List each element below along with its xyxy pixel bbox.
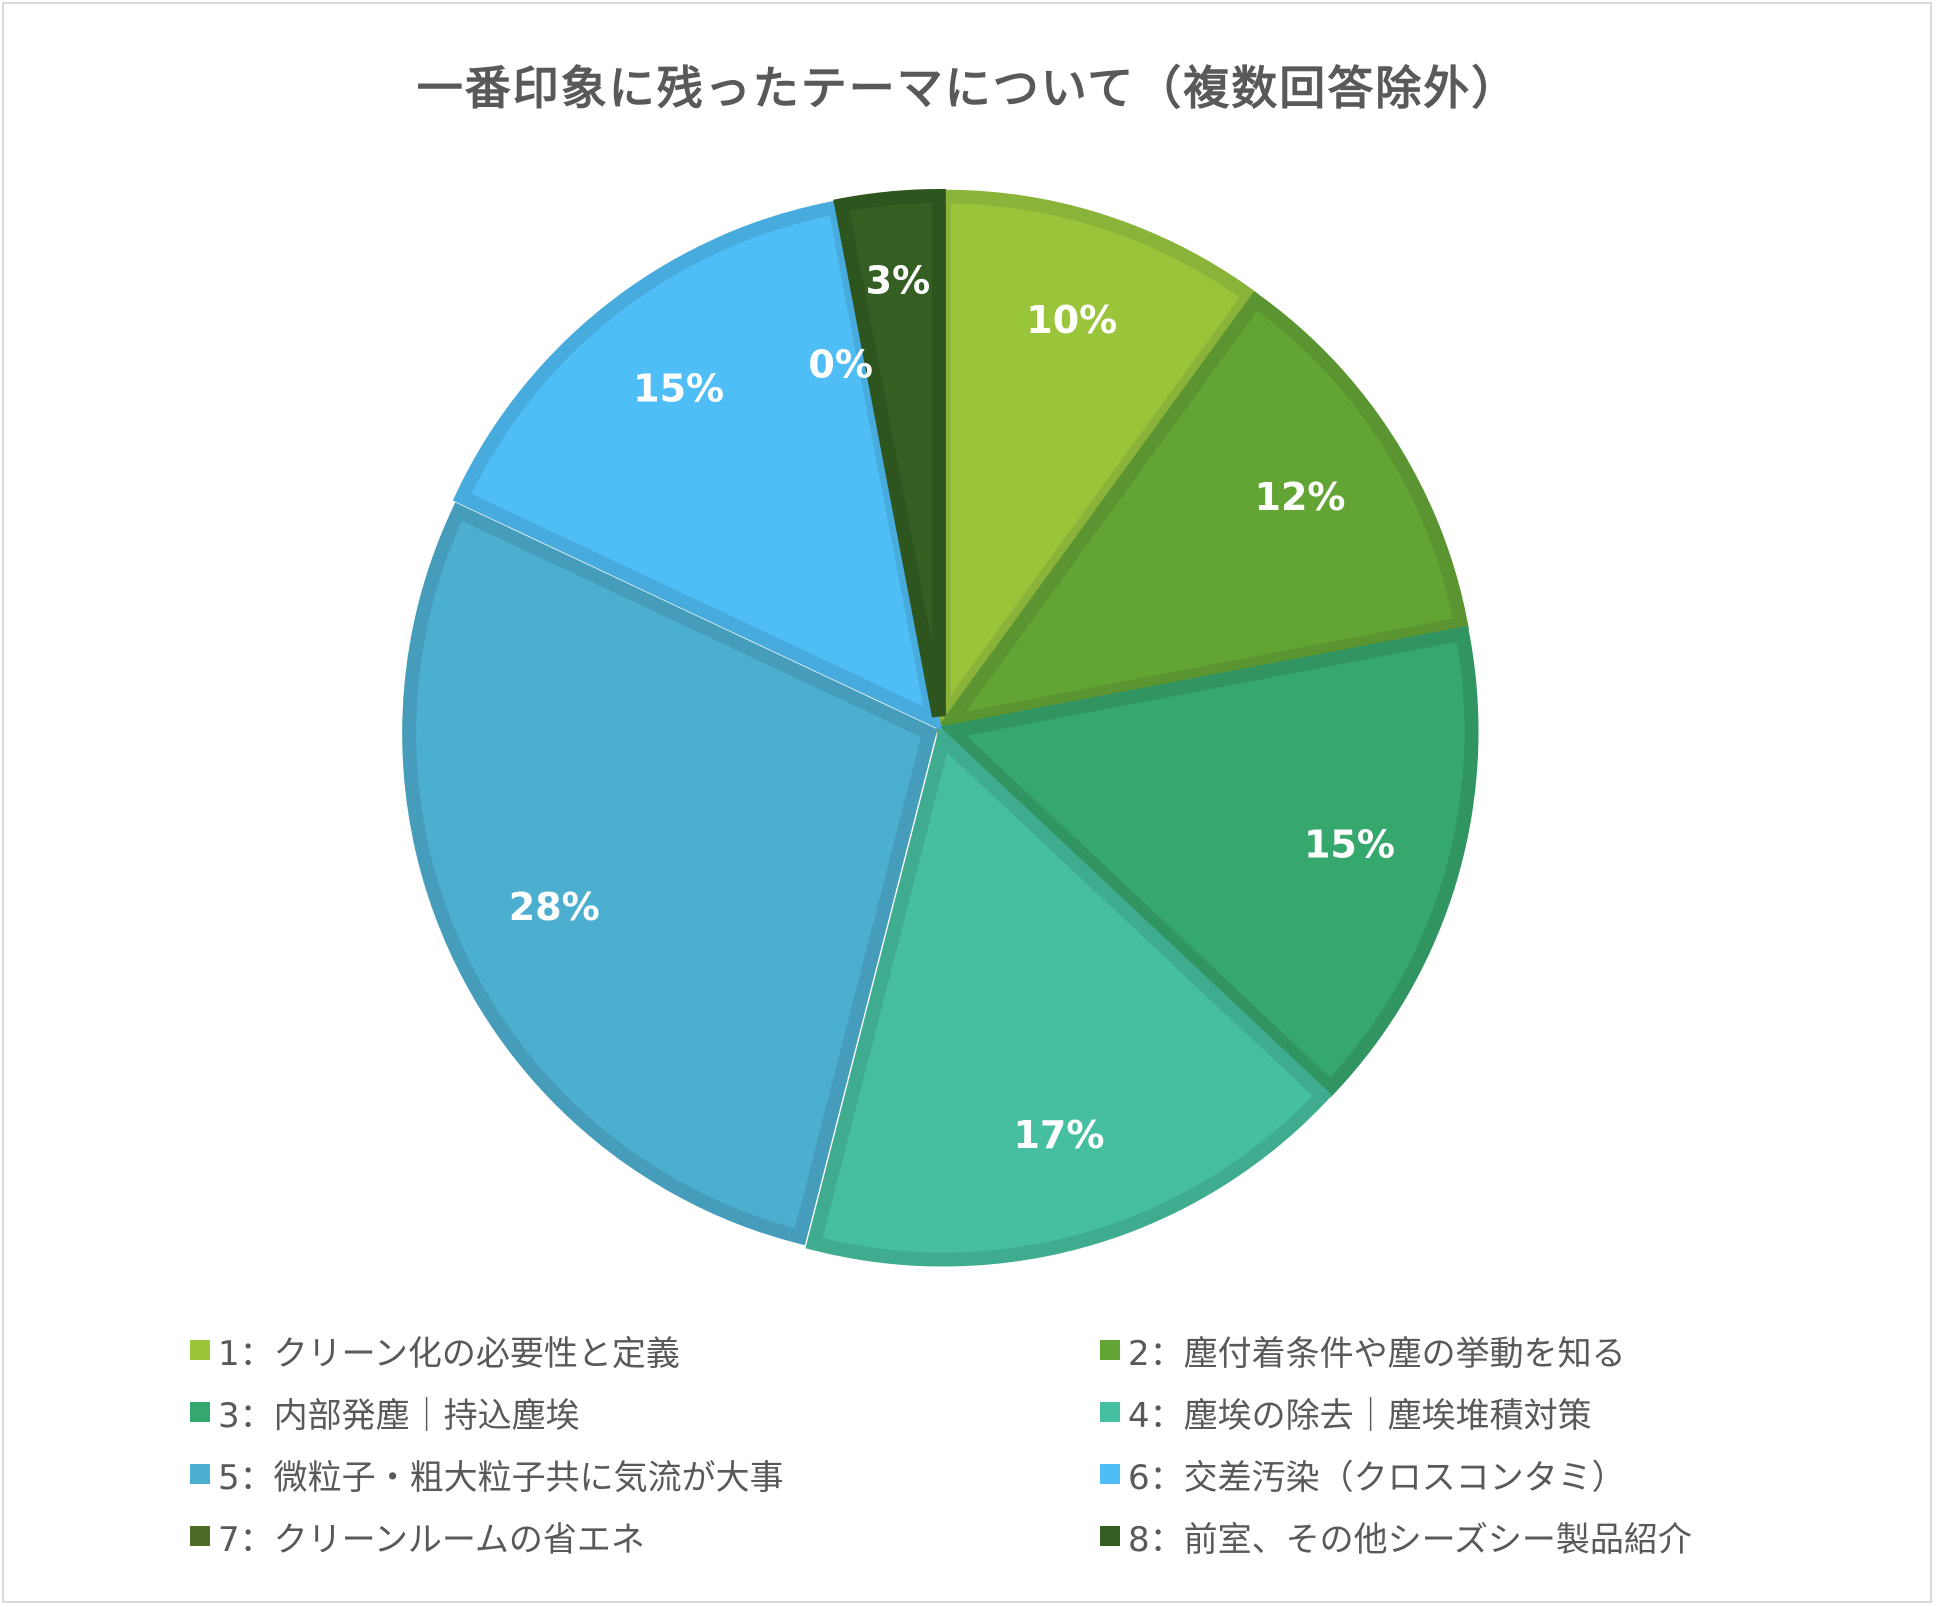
chart-title: 一番印象に残ったテーマについて（複数回答除外） — [416, 61, 1520, 115]
slice-value-label-1: 10% — [1026, 298, 1117, 342]
pie-slice-5 — [402, 502, 938, 1246]
slice-value-label-6: 15% — [633, 367, 724, 411]
legend-label: 3：内部発塵｜持込塵埃 — [218, 1395, 580, 1436]
legend-swatch — [1100, 1526, 1120, 1546]
pie-slice-shape-2 — [934, 291, 1470, 732]
slice-value-label-4: 17% — [1013, 1113, 1104, 1157]
legend-label: 6：交差汚染（クロスコンタミ） — [1128, 1457, 1626, 1498]
legend-item-3: 3：内部発塵｜持込塵埃 — [190, 1392, 1100, 1436]
legend-label: 2：塵付着条件や塵の挙動を知る — [1128, 1333, 1626, 1374]
legend-item-4: 4：塵埃の除去｜塵埃堆積対策 — [1100, 1392, 1790, 1436]
legend-label: 8：前室、その他シーズシー製品紹介 — [1128, 1519, 1692, 1560]
pie-slice-2 — [934, 291, 1470, 732]
pie-slice-6 — [452, 199, 943, 731]
legend-swatch — [1100, 1464, 1120, 1484]
legend-item-5: 5：微粒子・粗大粒子共に気流が大事 — [190, 1454, 1100, 1498]
legend-item-8: 8：前室、その他シーズシー製品紹介 — [1100, 1516, 1790, 1560]
legend-label: 1：クリーン化の必要性と定義 — [218, 1333, 680, 1374]
slice-value-label-2: 12% — [1255, 475, 1346, 519]
pie-slice-shape-8 — [833, 189, 946, 718]
legend-item-6: 6：交差汚染（クロスコンタミ） — [1100, 1454, 1790, 1498]
legend-swatch — [190, 1526, 210, 1546]
pie-slice-8 — [833, 189, 946, 718]
pie-slice-shape-1 — [936, 189, 1260, 739]
slice-value-label-8: 3% — [866, 258, 931, 302]
pie-slice-shape-5 — [402, 502, 938, 1246]
legend-swatch — [1100, 1402, 1120, 1422]
legend-swatch — [190, 1340, 210, 1360]
slice-value-label-3: 15% — [1304, 822, 1395, 866]
legend-item-1: 1：クリーン化の必要性と定義 — [190, 1330, 1100, 1374]
legend-swatch — [190, 1464, 210, 1484]
legend-label: 4：塵埃の除去｜塵埃堆積対策 — [1128, 1395, 1592, 1436]
legend-swatch — [190, 1402, 210, 1422]
legend-swatch — [1100, 1340, 1120, 1360]
pie-slice-4 — [805, 726, 1333, 1267]
pie-slice-shape-4 — [805, 726, 1333, 1267]
pie-slice-3 — [936, 625, 1479, 1098]
legend-label: 7：クリーンルームの省エネ — [218, 1519, 645, 1560]
legend-label: 5：微粒子・粗大粒子共に気流が大事 — [218, 1457, 784, 1498]
slice-value-label-7: 0% — [808, 343, 873, 387]
legend-item-7: 7：クリーンルームの省エネ — [190, 1516, 1100, 1560]
legend-item-2: 2：塵付着条件や塵の挙動を知る — [1100, 1330, 1790, 1374]
slice-value-label-5: 28% — [509, 885, 600, 929]
pie-slice-shape-3 — [936, 625, 1479, 1098]
legend: 1：クリーン化の必要性と定義 2：塵付着条件や塵の挙動を知る 3：内部発塵｜持込塵埃… — [190, 1330, 1790, 1560]
pie-slice-shape-6 — [452, 199, 943, 731]
pie-slice-1 — [936, 189, 1260, 739]
